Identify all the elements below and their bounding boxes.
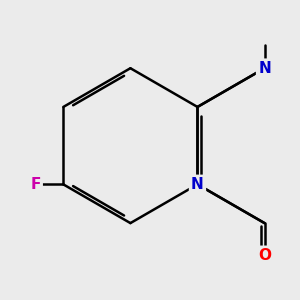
Text: O: O [258,248,271,263]
Text: N: N [258,61,271,76]
Text: F: F [30,177,41,192]
Text: N: N [191,177,204,192]
